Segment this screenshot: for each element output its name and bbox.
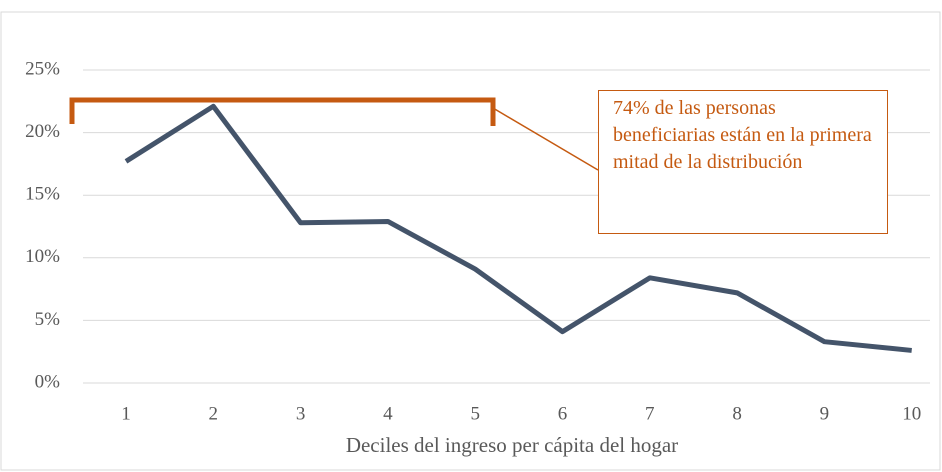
data-line: [124, 103, 912, 353]
y-tick-label: 20%: [25, 121, 60, 142]
x-tick-label: 4: [383, 403, 393, 424]
x-tick-label: 6: [558, 403, 568, 424]
x-tick-label: 7: [645, 403, 655, 424]
y-tick-label: 15%: [25, 184, 60, 205]
x-tick-label: 1: [121, 403, 131, 424]
y-tick-label: 5%: [35, 309, 61, 330]
x-axis-label: Deciles del ingreso per cápita del hogar: [346, 433, 678, 457]
y-tick-label: 10%: [25, 246, 60, 267]
x-tick-label: 5: [470, 403, 480, 424]
bracket: [69, 97, 496, 126]
y-tick-label: 0%: [35, 371, 61, 392]
chart-border: [0, 11, 941, 471]
x-tick-label: 3: [296, 403, 306, 424]
connector: [492, 107, 599, 171]
x-tick-label: 9: [820, 403, 830, 424]
y-tick-label: 25%: [25, 58, 60, 79]
annotation: 74% de las personas beneficiarias están …: [598, 90, 888, 234]
x-tick-label: 2: [209, 403, 219, 424]
x-tick-label: 10: [902, 403, 921, 424]
x-tick-label: 8: [732, 403, 742, 424]
